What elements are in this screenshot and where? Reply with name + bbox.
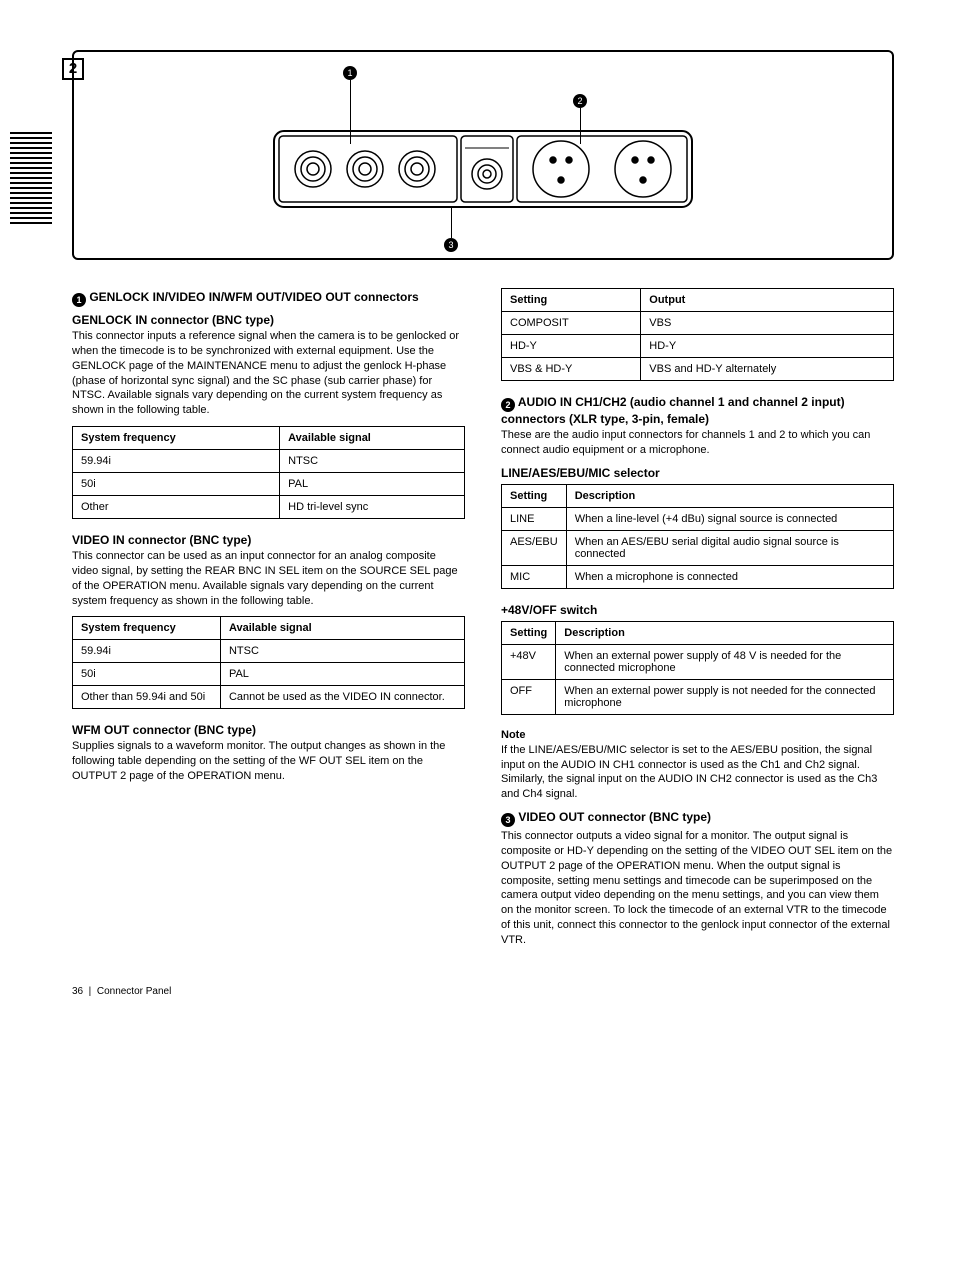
tbl-cell: Other (73, 496, 280, 519)
tbl-cell: VBS (641, 312, 894, 335)
page-number: 36 (72, 986, 83, 997)
margin-rule-decoration (10, 132, 52, 226)
switch2-label: +48V/OFF switch (501, 603, 894, 617)
tbl-cell: 59.94i (73, 450, 280, 473)
diagram-callout-1: 1 (343, 66, 357, 80)
tbl-cell: LINE (502, 507, 567, 530)
tbl-cell: HD tri-level sync (280, 496, 465, 519)
right-column: SettingOutput COMPOSITVBS HD-YHD-Y VBS &… (501, 284, 894, 956)
tbl-h: System frequency (73, 427, 280, 450)
item-1-sub1-body: This connector inputs a reference signal… (72, 329, 465, 418)
tbl-h: Available signal (220, 617, 464, 640)
two-column-layout: 1 GENLOCK IN/VIDEO IN/WFM OUT/VIDEO OUT … (72, 284, 894, 956)
wfm-table: SettingOutput COMPOSITVBS HD-YHD-Y VBS &… (501, 288, 894, 381)
tbl-h: Available signal (280, 427, 465, 450)
tbl-cell: MIC (502, 565, 567, 588)
tbl-cell: NTSC (220, 640, 464, 663)
tbl-cell: Other than 59.94i and 50i (73, 686, 221, 709)
tbl-cell: COMPOSIT (502, 312, 641, 335)
page-footer-title: Connector Panel (97, 986, 172, 997)
page-footer: 36 | Connector Panel (72, 986, 894, 997)
tbl-cell: When a line-level (+4 dBu) signal source… (566, 507, 893, 530)
item-1-icon: 1 (72, 293, 86, 307)
callout-line-3 (451, 208, 452, 238)
item-2-title: AUDIO IN CH1/CH2 (audio channel 1 and ch… (501, 395, 845, 426)
tbl-cell: When an AES/EBU serial digital audio sig… (566, 530, 893, 565)
tbl-cell: VBS and HD-Y alternately (641, 358, 894, 381)
tbl-cell: When an external power supply of 48 V is… (556, 644, 894, 679)
connector-panel-svg (273, 130, 693, 208)
tbl-h: System frequency (73, 617, 221, 640)
tbl-cell: PAL (220, 663, 464, 686)
tbl-cell: NTSC (280, 450, 465, 473)
tbl-cell: +48V (502, 644, 556, 679)
tbl-cell: HD-Y (502, 335, 641, 358)
tbl-h: Setting (502, 621, 556, 644)
item-1-title: GENLOCK IN/VIDEO IN/WFM OUT/VIDEO OUT co… (89, 290, 418, 304)
tbl-cell: VBS & HD-Y (502, 358, 641, 381)
diagram-callout-2: 2 (573, 94, 587, 108)
tbl-h: Setting (502, 289, 641, 312)
switch1-label: LINE/AES/EBU/MIC selector (501, 466, 894, 480)
item-2-heading: 2 AUDIO IN CH1/CH2 (audio channel 1 and … (501, 395, 894, 426)
page: 2 Chapter 2 Locations and Functions of P… (10, 50, 894, 997)
videoin-table: System frequencyAvailable signal 59.94iN… (72, 616, 465, 709)
left-column: 1 GENLOCK IN/VIDEO IN/WFM OUT/VIDEO OUT … (72, 284, 465, 956)
item-1-sub1-title: GENLOCK IN connector (BNC type) (72, 313, 465, 327)
tbl-cell: PAL (280, 473, 465, 496)
tbl-cell: Cannot be used as the VIDEO IN connector… (220, 686, 464, 709)
genlock-table: System frequencyAvailable signal 59.94iN… (72, 426, 465, 519)
item-2-icon: 2 (501, 398, 515, 412)
tbl-h: Description (566, 484, 893, 507)
tbl-cell: 50i (73, 663, 221, 686)
content-area: 1 2 3 (72, 50, 894, 997)
item-3-icon: 3 (501, 813, 515, 827)
switch1-table: SettingDescription LINEWhen a line-level… (501, 484, 894, 589)
tbl-h: Description (556, 621, 894, 644)
tbl-h: Output (641, 289, 894, 312)
item-3-heading: 3 VIDEO OUT connector (BNC type) (501, 810, 894, 827)
item-2-body: These are the audio input connectors for… (501, 428, 894, 458)
switch2-table: SettingDescription +48VWhen an external … (501, 621, 894, 715)
tbl-cell: 50i (73, 473, 280, 496)
tbl-cell: OFF (502, 679, 556, 714)
note-body: If the LINE/AES/EBU/MIC selector is set … (501, 743, 894, 802)
connector-panel-diagram: 1 2 3 (72, 50, 894, 260)
tbl-cell: 59.94i (73, 640, 221, 663)
tbl-cell: When an external power supply is not nee… (556, 679, 894, 714)
item-1-sub3-title: WFM OUT connector (BNC type) (72, 723, 465, 737)
item-1-heading: 1 GENLOCK IN/VIDEO IN/WFM OUT/VIDEO OUT … (72, 290, 465, 307)
item-1-sub2-title: VIDEO IN connector (BNC type) (72, 533, 465, 547)
diagram-callout-3: 3 (444, 238, 458, 252)
tbl-cell: When a microphone is connected (566, 565, 893, 588)
tbl-cell: HD-Y (641, 335, 894, 358)
item-3-body: This connector outputs a video signal fo… (501, 829, 894, 948)
tbl-cell: AES/EBU (502, 530, 567, 565)
note-label: Note (501, 729, 894, 741)
item-1-sub3-body: Supplies signals to a waveform monitor. … (72, 739, 465, 784)
tbl-h: Setting (502, 484, 567, 507)
item-1-sub2-body: This connector can be used as an input c… (72, 549, 465, 608)
item-3-title: VIDEO OUT connector (BNC type) (518, 810, 711, 824)
